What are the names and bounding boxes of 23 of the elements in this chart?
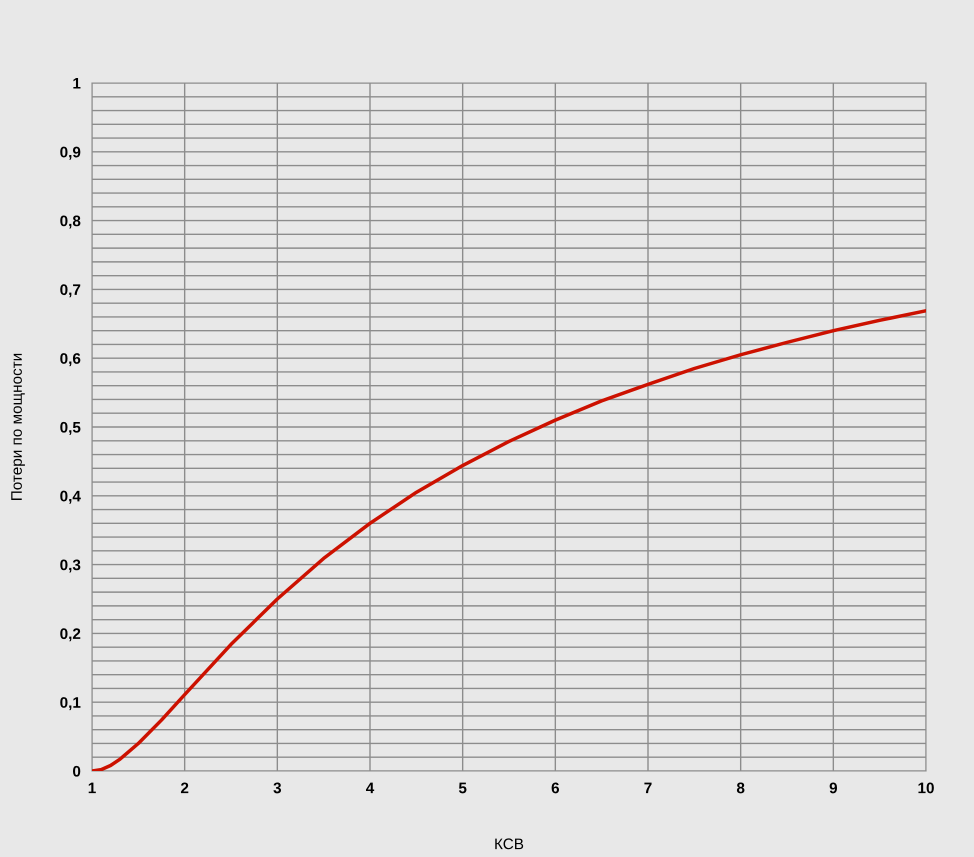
x-tick-label: 10 bbox=[918, 782, 934, 794]
x-tick-label: 1 bbox=[88, 782, 96, 794]
y-tick-label: 0,7 bbox=[60, 284, 80, 298]
x-tick-label: 2 bbox=[180, 782, 188, 794]
y-tick-label: 0 bbox=[72, 766, 80, 777]
y-tick-label: 0,6 bbox=[60, 353, 80, 366]
y-axis-title: Потери по мощности bbox=[11, 354, 25, 500]
x-tick-label: 3 bbox=[273, 782, 282, 794]
x-tick-label: 9 bbox=[830, 782, 838, 794]
y-tick-label: 0,1 bbox=[60, 697, 80, 710]
x-tick-label: 5 bbox=[458, 782, 466, 794]
x-tick-label: 7 bbox=[644, 782, 652, 794]
x-tick-label: 4 bbox=[366, 782, 374, 794]
x-axis-title: КСВ bbox=[495, 838, 524, 850]
y-tick-label: 0,3 bbox=[60, 559, 80, 572]
x-tick-label: 8 bbox=[736, 782, 744, 794]
y-tick-label: 0,4 bbox=[60, 490, 81, 504]
y-tick-label: 0,9 bbox=[60, 146, 80, 160]
y-tick-label: 0,2 bbox=[60, 628, 80, 642]
y-tick-label: 0,5 bbox=[60, 422, 80, 435]
y-tick-label: 0,8 bbox=[60, 215, 80, 228]
y-tick-label: 1 bbox=[73, 78, 80, 89]
x-tick-label: 6 bbox=[552, 782, 560, 794]
